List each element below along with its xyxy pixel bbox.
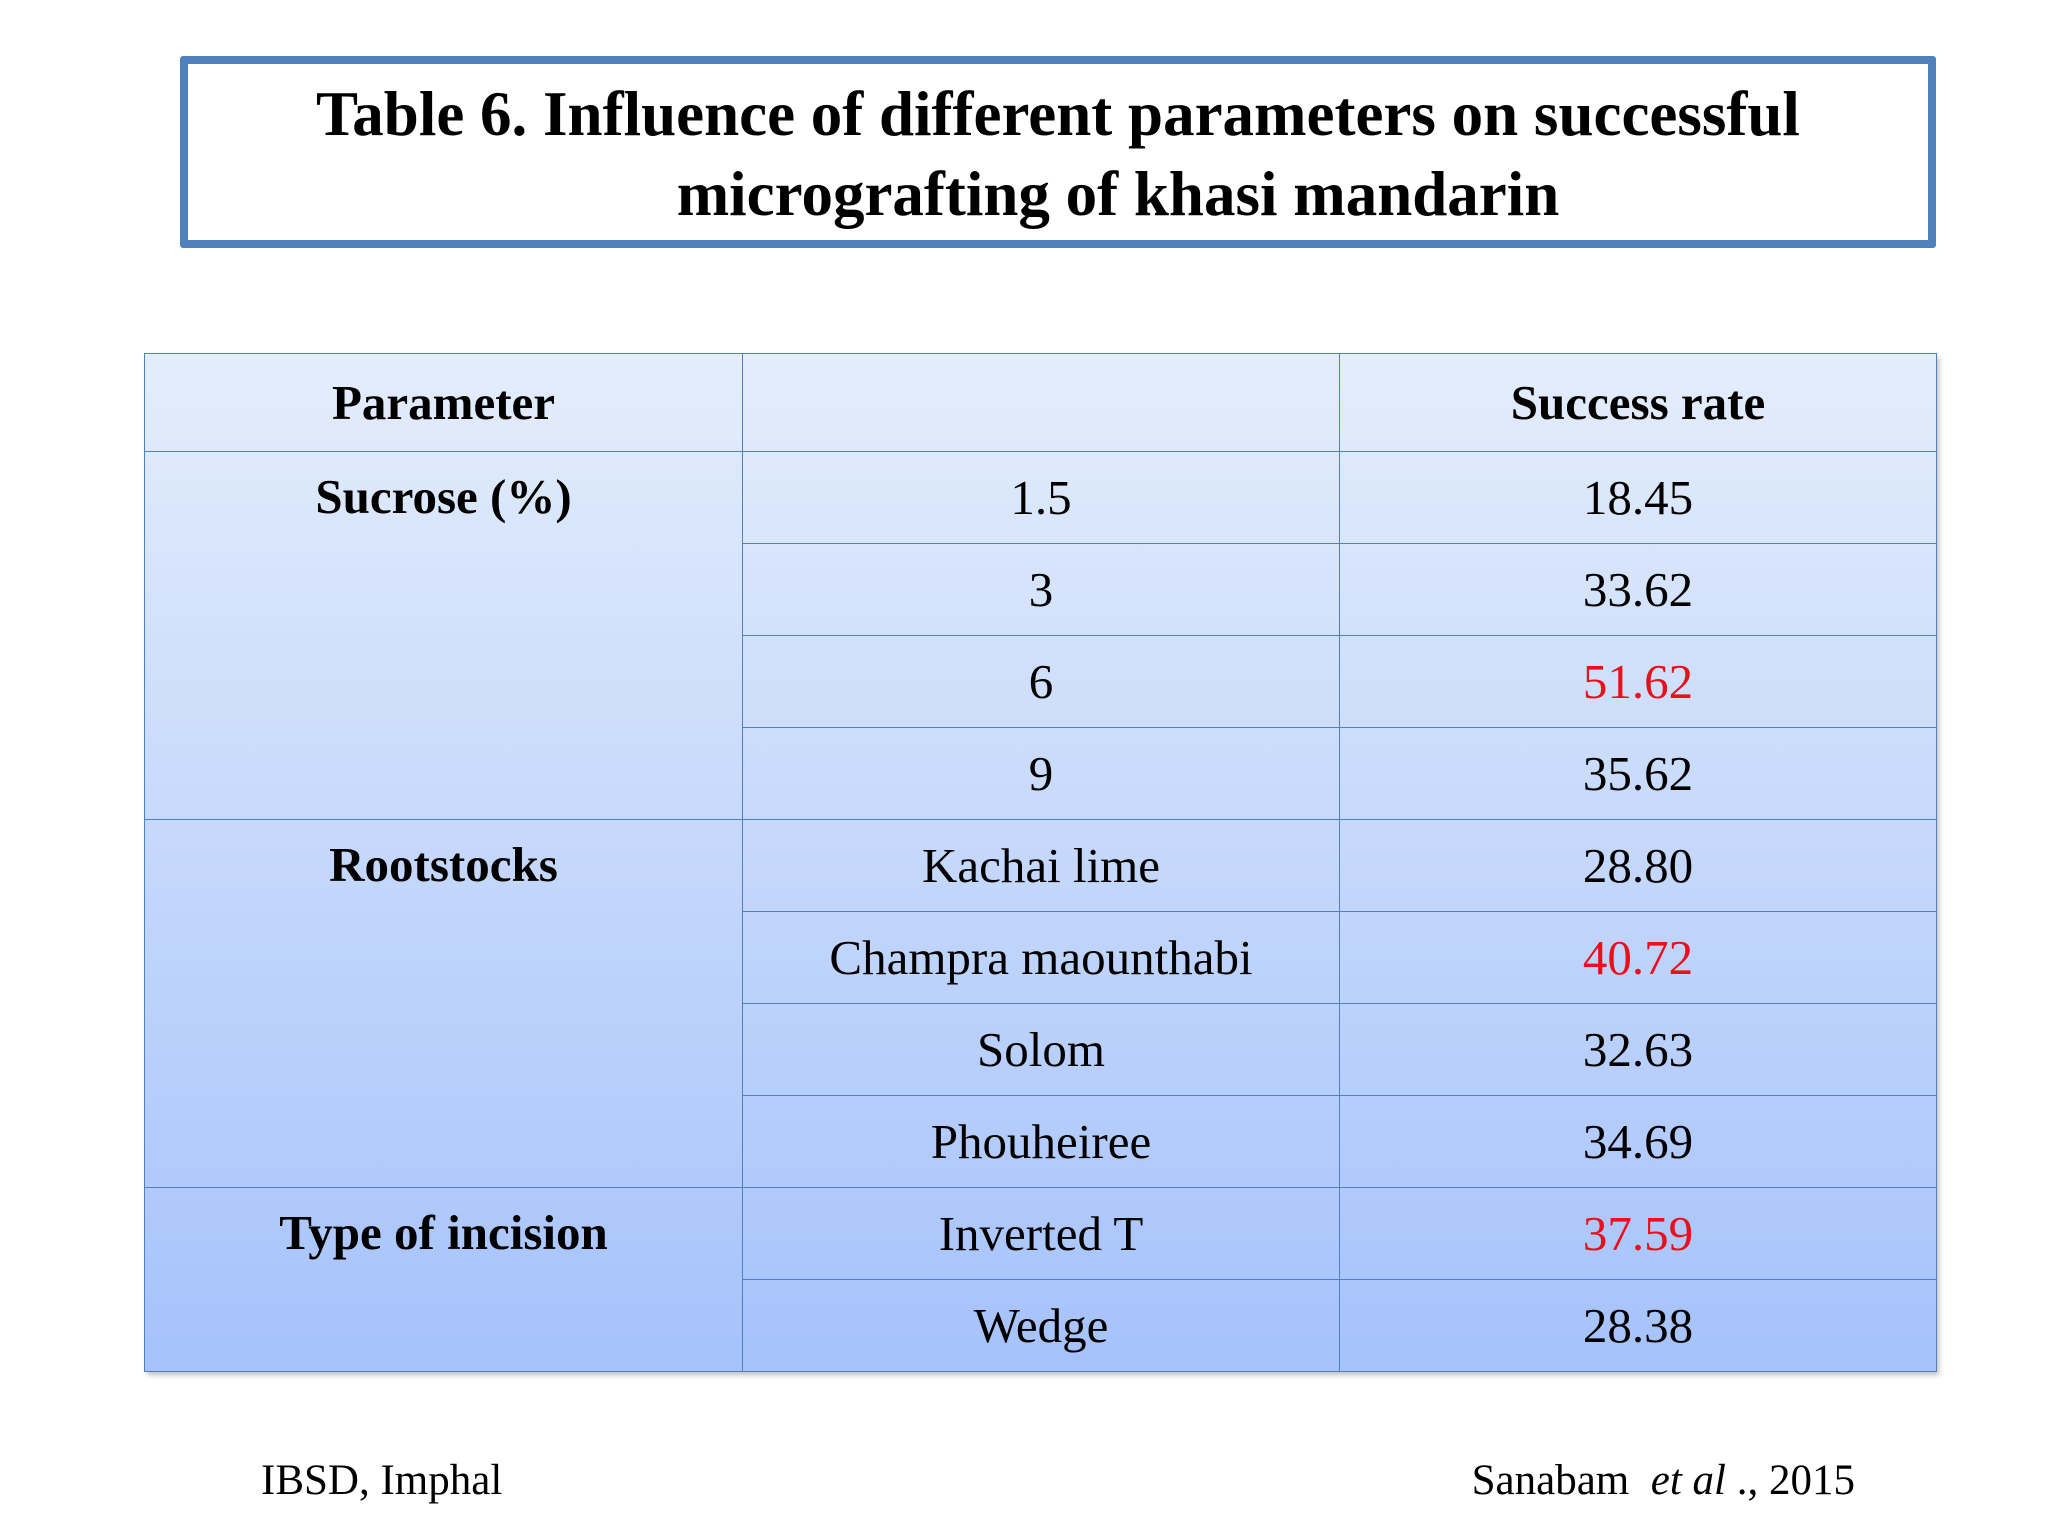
rate-cell: 51.62: [1339, 635, 1937, 728]
level-cell: Phouheiree: [742, 1095, 1340, 1188]
rate-cell: 35.62: [1339, 727, 1937, 820]
title-box: Table 6. Influence of different paramete…: [180, 56, 1936, 248]
citation-etal: et al: [1650, 1457, 1726, 1504]
level-cell: Champra maounthabi: [742, 911, 1340, 1004]
header-cell: Parameter: [144, 353, 743, 452]
title-line: Table 6. Influence of different paramete…: [316, 79, 1800, 149]
rate-cell: 28.38: [1339, 1279, 1937, 1372]
header-cell: Success rate: [1339, 353, 1937, 452]
rate-cell: 28.80: [1339, 819, 1937, 912]
group-cell: Rootstocks: [144, 819, 743, 1188]
level-cell: Inverted T: [742, 1187, 1340, 1280]
level-cell: 9: [742, 727, 1340, 820]
rate-cell: 40.72: [1339, 911, 1937, 1004]
rate-cell: 34.69: [1339, 1095, 1937, 1188]
level-cell: Solom: [742, 1003, 1340, 1096]
rate-cell: 33.62: [1339, 543, 1937, 636]
rate-cell: 32.63: [1339, 1003, 1937, 1096]
level-cell: Wedge: [742, 1279, 1340, 1372]
level-cell: 3: [742, 543, 1340, 636]
group-cell: Type of incision: [144, 1187, 743, 1372]
footer-right: Sanabam et al ., 2015: [1472, 1456, 1855, 1505]
level-cell: Kachai lime: [742, 819, 1340, 912]
group-cell: Sucrose (%): [144, 451, 743, 820]
title-line: micrografting of khasi mandarin: [676, 159, 1560, 229]
citation-year: ., 2015: [1736, 1457, 1855, 1504]
rate-cell: 18.45: [1339, 451, 1937, 544]
rate-cell: 37.59: [1339, 1187, 1937, 1280]
level-cell: 6: [742, 635, 1340, 728]
level-cell: 1.5: [742, 451, 1340, 544]
footer-left: IBSD, Imphal: [261, 1457, 503, 1504]
citation-author: Sanabam: [1471, 1457, 1630, 1504]
table: Parameter Success rate Sucrose (%) 1.5 18.45…: [144, 353, 1937, 1372]
header-cell: [742, 353, 1340, 452]
